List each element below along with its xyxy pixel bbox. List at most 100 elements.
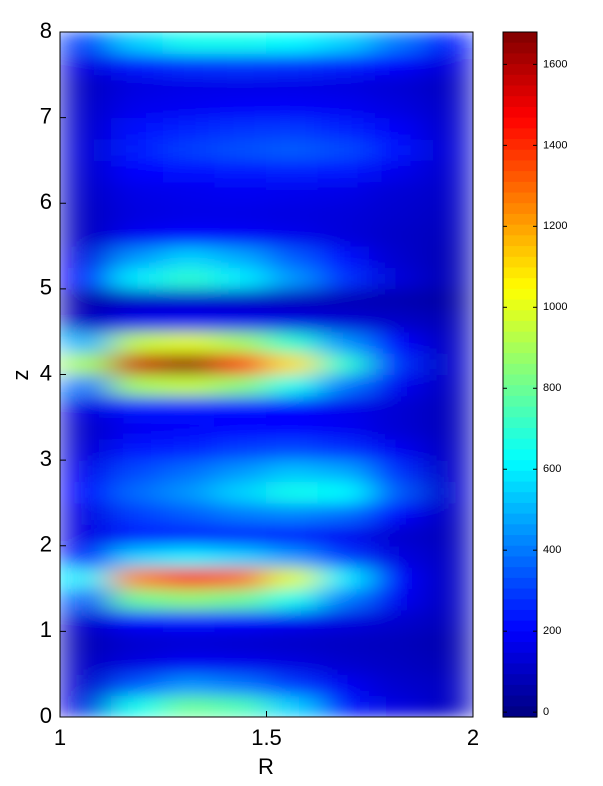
heat-cell xyxy=(266,224,319,247)
colorbar-band xyxy=(503,588,537,600)
heat-cell xyxy=(214,695,267,717)
heat-cell xyxy=(420,502,473,525)
heat-cell xyxy=(369,481,422,504)
heat-cell xyxy=(60,481,113,504)
heat-cell xyxy=(214,224,267,247)
colorbar-band xyxy=(503,310,537,322)
colorbar-tick-label: 1000 xyxy=(543,301,567,313)
heat-cell xyxy=(60,74,113,97)
heat-cell xyxy=(60,181,113,204)
colorbar-band xyxy=(503,203,537,215)
heat-cell xyxy=(214,545,267,568)
heat-cell xyxy=(266,52,319,76)
colorbar-band xyxy=(503,278,537,290)
heat-cell xyxy=(162,588,216,611)
heat-cell xyxy=(420,95,473,119)
heat-cell xyxy=(60,416,113,440)
colorbar-band xyxy=(503,342,537,354)
heat-cell xyxy=(420,352,473,375)
heat-cell xyxy=(214,74,267,97)
heat-cell xyxy=(111,117,164,140)
heat-cell xyxy=(420,202,473,226)
heat-cell xyxy=(369,566,422,590)
heat-cell xyxy=(369,181,422,204)
colorbar-band xyxy=(503,631,537,643)
colorbar-band xyxy=(503,74,537,87)
heat-cell xyxy=(369,331,422,354)
colorbar-band xyxy=(503,299,537,311)
colorbar-band xyxy=(503,106,537,119)
heat-cell xyxy=(420,331,473,354)
heat-cell xyxy=(162,481,216,504)
y-tick-label: 4 xyxy=(40,360,52,385)
heat-cell xyxy=(369,459,422,483)
heat-cell xyxy=(266,652,319,675)
heat-cell xyxy=(369,438,422,461)
colorbar-band xyxy=(503,663,537,675)
colorbar-band xyxy=(503,652,537,665)
heat-cell xyxy=(369,74,422,97)
heat-cell xyxy=(162,374,216,397)
heat-cell xyxy=(420,481,473,504)
heat-cell xyxy=(266,502,319,525)
heat-cell xyxy=(317,438,371,461)
x-tick-label: 1 xyxy=(54,725,66,750)
heat-cell xyxy=(111,74,164,97)
y-tick-label: 6 xyxy=(40,189,52,214)
heat-cell xyxy=(60,138,113,161)
y-tick-label: 0 xyxy=(40,703,52,728)
heat-cell xyxy=(162,138,216,161)
heat-cell xyxy=(266,416,319,440)
colorbar-band xyxy=(503,502,537,515)
heat-cell xyxy=(266,695,319,717)
heat-cell xyxy=(317,288,371,311)
heat-cell xyxy=(162,566,216,590)
colorbar-band xyxy=(503,256,537,269)
heat-cell xyxy=(317,352,371,375)
heat-cell xyxy=(214,138,267,161)
colorbar-band xyxy=(503,567,537,579)
heat-cell xyxy=(60,630,113,654)
heat-cell xyxy=(162,309,216,333)
colorbar-band xyxy=(503,353,537,365)
heat-cell xyxy=(420,459,473,483)
colorbar-band xyxy=(503,213,537,226)
colorbar-band xyxy=(503,706,537,718)
heat-cell xyxy=(60,459,113,483)
heat-cell xyxy=(162,159,216,183)
colorbar-tick-label: 400 xyxy=(543,544,561,556)
heat-cell xyxy=(420,609,473,632)
heat-cell xyxy=(162,652,216,675)
heat-cell xyxy=(266,288,319,311)
heat-cell xyxy=(111,181,164,204)
heat-cell xyxy=(420,181,473,204)
colorbar-tick-label: 200 xyxy=(543,625,561,637)
heat-cell xyxy=(369,159,422,183)
colorbar-band xyxy=(503,128,537,140)
colorbar-band xyxy=(503,160,537,172)
x-tick-label: 2 xyxy=(467,725,479,750)
heat-cell xyxy=(420,288,473,311)
heat-cell xyxy=(162,416,216,440)
colorbar-band xyxy=(503,577,537,590)
heat-cell xyxy=(60,309,113,333)
heat-cell xyxy=(162,52,216,76)
heat-cell xyxy=(369,245,422,268)
heat-cell xyxy=(369,138,422,161)
heat-cell xyxy=(214,652,267,675)
heat-cell xyxy=(266,630,319,654)
heat-cell xyxy=(60,566,113,590)
heat-cell xyxy=(369,502,422,525)
heat-cell xyxy=(369,224,422,247)
heat-cell xyxy=(369,545,422,568)
heat-cell xyxy=(60,95,113,119)
heat-cell xyxy=(369,52,422,76)
heat-cell xyxy=(60,352,113,375)
colorbar-band xyxy=(503,438,537,451)
heat-cell xyxy=(162,181,216,204)
colorbar-band xyxy=(503,267,537,279)
heat-cell xyxy=(60,202,113,226)
heat-cell xyxy=(214,481,267,504)
heat-cell xyxy=(111,309,164,333)
heat-cell xyxy=(420,224,473,247)
